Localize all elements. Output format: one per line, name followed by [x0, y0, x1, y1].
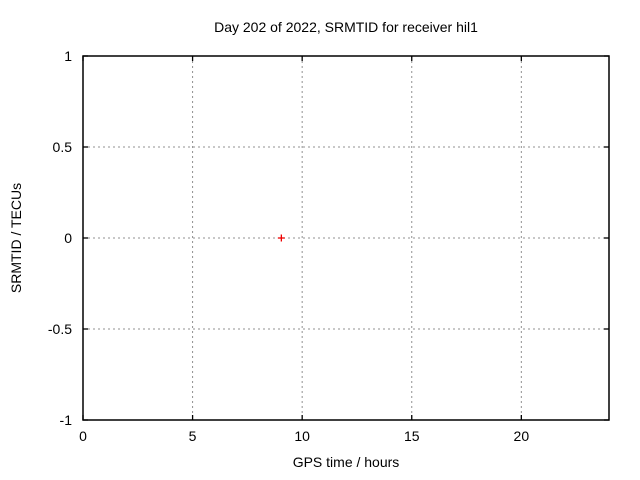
plot-border [82, 55, 610, 421]
x-tick-label: 10 [294, 428, 310, 444]
x-tick-label: 5 [188, 428, 197, 444]
x-tick-label: 20 [513, 428, 530, 444]
chart-title: Day 202 of 2022, SRMTID for receiver hil… [214, 19, 478, 35]
plot-area [82, 55, 610, 421]
y-tick-label: 0 [64, 230, 72, 246]
y-tick-label: 0.5 [52, 139, 72, 155]
y-tick-label: 1 [64, 48, 72, 64]
y-tick-label: -1 [59, 412, 72, 428]
x-tick-label: 0 [79, 428, 87, 444]
x-axis-label: GPS time / hours [292, 454, 400, 470]
y-tick-label: -0.5 [47, 321, 72, 337]
x-tick-label: 15 [403, 428, 420, 444]
